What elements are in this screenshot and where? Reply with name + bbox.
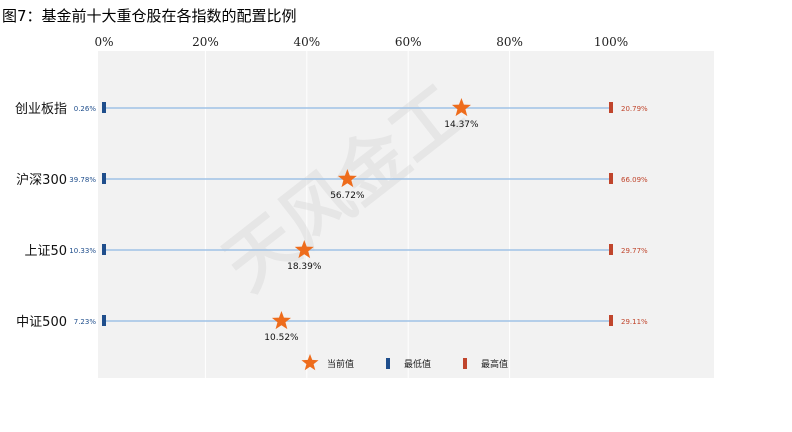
current-value-label: 18.39% bbox=[287, 262, 322, 272]
category-label: 中证500 bbox=[16, 315, 67, 330]
current-value-star bbox=[451, 98, 471, 117]
chart-title: 图7：基金前十大重仓股在各指数的配置比例 bbox=[2, 7, 297, 25]
legend-item: 最高值 bbox=[463, 358, 508, 370]
current-value-star bbox=[294, 240, 314, 259]
max-marker bbox=[609, 173, 613, 184]
max-marker bbox=[609, 244, 613, 255]
min-label: 7.23% bbox=[74, 318, 97, 326]
category-row: 沪深300 39.78% 66.09% 56.72% bbox=[16, 169, 648, 201]
legend-item: 当前值 bbox=[301, 354, 354, 371]
min-marker bbox=[102, 244, 106, 255]
max-label: 29.11% bbox=[621, 318, 648, 326]
category-row: 创业板指 0.26% 20.79% 14.37% bbox=[15, 98, 648, 130]
x-tick-label: 100% bbox=[594, 35, 628, 49]
x-tick-label: 40% bbox=[293, 35, 320, 49]
x-tick-label: 80% bbox=[496, 35, 523, 49]
category-label: 创业板指 bbox=[15, 102, 67, 117]
min-marker bbox=[102, 102, 106, 113]
legend-label: 最低值 bbox=[404, 358, 431, 370]
legend-label: 最高值 bbox=[481, 358, 508, 370]
min-label: 10.33% bbox=[69, 247, 96, 255]
current-value-star bbox=[271, 311, 291, 330]
min-marker bbox=[102, 173, 106, 184]
category-label: 上证50 bbox=[24, 244, 67, 259]
min-label: 0.26% bbox=[74, 105, 97, 113]
min-marker bbox=[102, 315, 106, 326]
category-label: 沪深300 bbox=[16, 172, 67, 188]
current-value-label: 56.72% bbox=[330, 191, 365, 201]
legend-star-icon bbox=[301, 354, 319, 371]
max-label: 29.77% bbox=[621, 247, 648, 255]
legend-bar-icon bbox=[386, 358, 390, 369]
x-tick-label: 20% bbox=[192, 35, 219, 49]
max-label: 66.09% bbox=[621, 176, 648, 184]
x-tick-label: 0% bbox=[94, 35, 113, 49]
x-tick-label: 60% bbox=[395, 35, 422, 49]
category-row: 中证500 7.23% 29.11% 10.52% bbox=[16, 311, 648, 343]
min-label: 39.78% bbox=[69, 176, 96, 184]
max-label: 20.79% bbox=[621, 105, 648, 113]
current-value-star bbox=[337, 169, 357, 188]
max-marker bbox=[609, 315, 613, 326]
legend-item: 最低值 bbox=[386, 358, 431, 370]
legend-bar-icon bbox=[463, 358, 467, 369]
max-marker bbox=[609, 102, 613, 113]
current-value-label: 10.52% bbox=[264, 333, 299, 343]
current-value-label: 14.37% bbox=[444, 120, 479, 130]
legend-label: 当前值 bbox=[327, 358, 354, 370]
category-row: 上证50 10.33% 29.77% 18.39% bbox=[24, 240, 648, 272]
